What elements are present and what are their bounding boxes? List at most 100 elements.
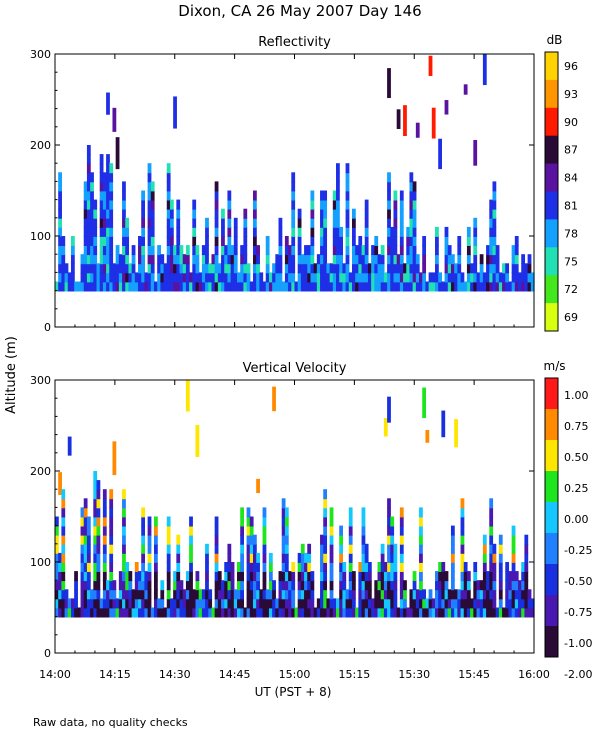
- heatmap-cell: [288, 598, 292, 609]
- heatmap-cell: [227, 580, 232, 591]
- heatmap-cell: [323, 525, 328, 536]
- heatmap-cell: [476, 281, 481, 292]
- heatmap-cell: [291, 190, 296, 201]
- heatmap-cell: [205, 217, 209, 228]
- heatmap-cell: [399, 580, 404, 591]
- heatmap-cell: [272, 272, 276, 283]
- heatmap-cell: [109, 516, 114, 527]
- heatmap-cell: [131, 589, 136, 600]
- heatmap-cell: [291, 562, 296, 572]
- heatmap-cell: [393, 217, 398, 228]
- heatmap-cell: [74, 580, 78, 591]
- heatmap-cell: [99, 190, 104, 201]
- heatmap-cell: [387, 272, 391, 283]
- heatmap-cell: [83, 589, 88, 600]
- heatmap-cell: [409, 263, 414, 274]
- heatmap-cell: [102, 181, 107, 192]
- heatmap-cell: [102, 281, 107, 292]
- heatmap-cell: [70, 236, 75, 246]
- heatmap-cell: [96, 272, 101, 283]
- heatmap-cell: [489, 245, 494, 256]
- heatmap-cell: [489, 543, 494, 554]
- heatmap-cell: [307, 245, 312, 256]
- heatmap-cell: [246, 525, 251, 536]
- heatmap-cell: [122, 580, 126, 591]
- heatmap-cell: [179, 245, 184, 256]
- heatmap-cell: [147, 217, 152, 228]
- heatmap-cell: [233, 254, 238, 265]
- heatmap-cell: [252, 589, 257, 600]
- heatmap-cell: [252, 226, 257, 237]
- heatmap-cell: [332, 598, 337, 609]
- heatmap-cell: [80, 272, 85, 283]
- heatmap-cell: [153, 543, 158, 554]
- heatmap-cell: [147, 562, 152, 572]
- heatmap-cell: [361, 281, 366, 292]
- heatmap-cell: [262, 562, 267, 572]
- heatmap-cell: [399, 199, 404, 210]
- heatmap-cell: [138, 254, 142, 265]
- heatmap-cell: [518, 281, 522, 292]
- heatmap-cell: [288, 263, 292, 274]
- heatmap-cell: [425, 430, 430, 443]
- heatmap-cell: [339, 254, 343, 265]
- heatmap-cell: [102, 580, 107, 591]
- heatmap-cell: [86, 254, 91, 265]
- heatmap-cell: [470, 272, 474, 283]
- heatmap-cell: [138, 580, 142, 591]
- heatmap-cell: [201, 263, 206, 274]
- heatmap-cell: [489, 498, 494, 509]
- heatmap-cell: [90, 245, 94, 256]
- heatmap-cell: [189, 525, 193, 536]
- heatmap-cell: [176, 607, 181, 618]
- heatmap-cell: [224, 245, 229, 256]
- heatmap-cell: [489, 254, 494, 265]
- colorbar-label: 72: [564, 283, 578, 296]
- heatmap-cell: [393, 254, 398, 265]
- heatmap-cell: [422, 236, 427, 246]
- heatmap-cell: [387, 263, 391, 274]
- heatmap-cell: [409, 598, 414, 609]
- heatmap-cell: [185, 245, 190, 256]
- heatmap-cell: [240, 254, 244, 265]
- heatmap-cell: [227, 272, 232, 283]
- heatmap-cell: [144, 571, 149, 582]
- heatmap-cell: [304, 263, 308, 274]
- heatmap-cell: [83, 217, 88, 228]
- heatmap-cell: [86, 181, 91, 192]
- heatmap-cell: [358, 272, 363, 283]
- heatmap-cell: [278, 272, 283, 283]
- heatmap-cell: [323, 507, 328, 518]
- heatmap-cell: [122, 226, 126, 237]
- colorbar-label: 0.75: [564, 420, 589, 433]
- heatmap-cell: [278, 245, 283, 256]
- heatmap-cell: [460, 516, 465, 527]
- heatmap-cell: [399, 534, 404, 545]
- heatmap-cell: [230, 281, 235, 292]
- heatmap-cell: [281, 552, 286, 563]
- heatmap-cell: [243, 272, 248, 283]
- heatmap-cell: [102, 607, 107, 618]
- heatmap-cell: [102, 236, 107, 246]
- heatmap-cell: [109, 199, 114, 210]
- heatmap-cell: [96, 552, 101, 563]
- heatmap-cell: [192, 236, 197, 246]
- heatmap-cell: [109, 281, 114, 292]
- heatmap-cell: [112, 607, 117, 618]
- heatmap-cell: [508, 607, 513, 618]
- heatmap-cell: [326, 607, 331, 618]
- heatmap-cell: [221, 217, 225, 228]
- heatmap-cell: [278, 589, 283, 600]
- heatmap-cell: [473, 140, 478, 166]
- heatmap-cell: [412, 254, 417, 265]
- heatmap-cell: [67, 598, 72, 609]
- heatmap-cell: [387, 534, 391, 545]
- heatmap-cell: [134, 607, 139, 618]
- heatmap-cell: [80, 552, 85, 563]
- heatmap-cell: [227, 607, 232, 618]
- heatmap-cell: [367, 571, 372, 582]
- heatmap-cell: [214, 580, 219, 591]
- heatmap-cell: [351, 226, 356, 237]
- heatmap-cell: [428, 598, 433, 609]
